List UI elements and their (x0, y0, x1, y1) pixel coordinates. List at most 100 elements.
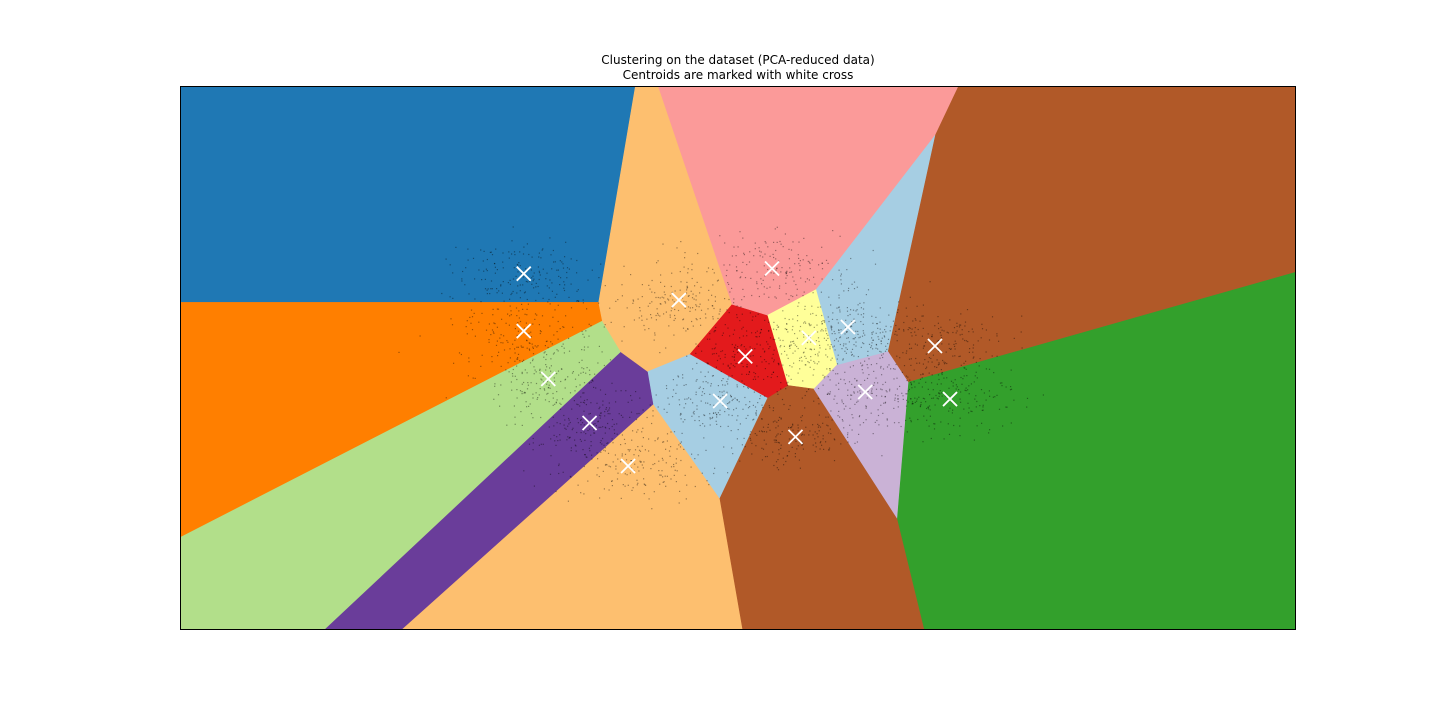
data-point (462, 270, 464, 273)
data-point (700, 371, 702, 373)
data-point (952, 331, 954, 334)
data-point (602, 470, 604, 472)
data-point (660, 303, 662, 305)
data-point (470, 322, 472, 324)
data-point (838, 307, 840, 309)
centroid-marker (737, 348, 753, 365)
data-point (501, 292, 503, 294)
data-point (862, 330, 864, 332)
data-point (797, 424, 799, 426)
data-point (841, 399, 843, 401)
data-point (628, 450, 630, 452)
data-point (812, 312, 814, 315)
data-point (940, 326, 942, 328)
data-point (520, 411, 522, 413)
data-point (851, 283, 853, 285)
data-point (419, 335, 421, 337)
data-point (775, 439, 777, 441)
data-point (519, 290, 521, 292)
data-point (679, 490, 681, 492)
data-point (681, 297, 684, 299)
data-point (784, 233, 786, 235)
data-point (894, 397, 896, 399)
data-point (887, 338, 890, 340)
data-point (696, 362, 698, 364)
data-point (830, 410, 832, 412)
data-point (499, 405, 501, 407)
data-point (733, 246, 735, 248)
data-point (805, 364, 807, 366)
data-point (922, 373, 924, 375)
data-point (554, 261, 556, 263)
data-point (780, 388, 782, 390)
data-point (754, 433, 756, 435)
data-point (620, 497, 622, 499)
data-point (814, 283, 816, 285)
data-point (595, 387, 597, 389)
data-point (687, 272, 689, 274)
data-point (819, 442, 821, 444)
data-point (731, 287, 733, 289)
data-point (772, 371, 775, 373)
data-point (698, 306, 700, 308)
data-point (981, 422, 983, 424)
data-point (599, 412, 602, 414)
data-point (478, 321, 480, 323)
data-point (511, 253, 513, 255)
data-point (604, 393, 607, 395)
data-point (853, 288, 856, 290)
data-point (678, 444, 680, 446)
data-point (925, 401, 927, 403)
centroid-marker (516, 266, 532, 282)
data-point (772, 410, 774, 412)
data-point (582, 333, 584, 335)
data-point (636, 479, 638, 481)
data-point (859, 415, 861, 417)
data-point (829, 346, 831, 348)
data-point (514, 348, 516, 350)
data-point (661, 470, 663, 472)
data-point (826, 393, 828, 395)
data-point (993, 372, 995, 374)
data-point (514, 360, 516, 362)
data-point (864, 360, 866, 362)
data-point (665, 485, 667, 487)
data-point (673, 334, 675, 336)
data-point (762, 431, 764, 433)
data-point (842, 345, 845, 347)
data-point (803, 434, 805, 436)
data-point (497, 355, 499, 357)
data-point (533, 278, 535, 280)
data-point (517, 330, 519, 332)
data-point (717, 395, 720, 398)
data-point (960, 324, 962, 326)
data-point (1021, 315, 1023, 317)
data-point (516, 346, 518, 348)
data-point (717, 412, 719, 414)
data-point (1006, 406, 1008, 408)
data-point (857, 400, 859, 402)
data-point (741, 299, 743, 301)
data-point (833, 339, 836, 342)
centroid-marker (787, 429, 804, 445)
data-point (565, 241, 567, 243)
data-point (883, 402, 885, 404)
data-point (884, 381, 887, 383)
data-point (641, 319, 643, 321)
data-point (948, 343, 950, 345)
data-point (843, 290, 845, 292)
data-point (568, 419, 570, 421)
data-point (832, 346, 834, 348)
data-point (853, 338, 855, 340)
data-point (798, 241, 800, 243)
data-point (851, 429, 853, 431)
data-point (810, 324, 812, 326)
data-point (451, 324, 454, 326)
data-point (846, 331, 848, 333)
data-point (580, 419, 582, 422)
data-point (766, 455, 768, 458)
data-point (829, 428, 831, 430)
data-point (522, 276, 524, 278)
data-point (961, 383, 963, 385)
data-point (513, 267, 515, 269)
